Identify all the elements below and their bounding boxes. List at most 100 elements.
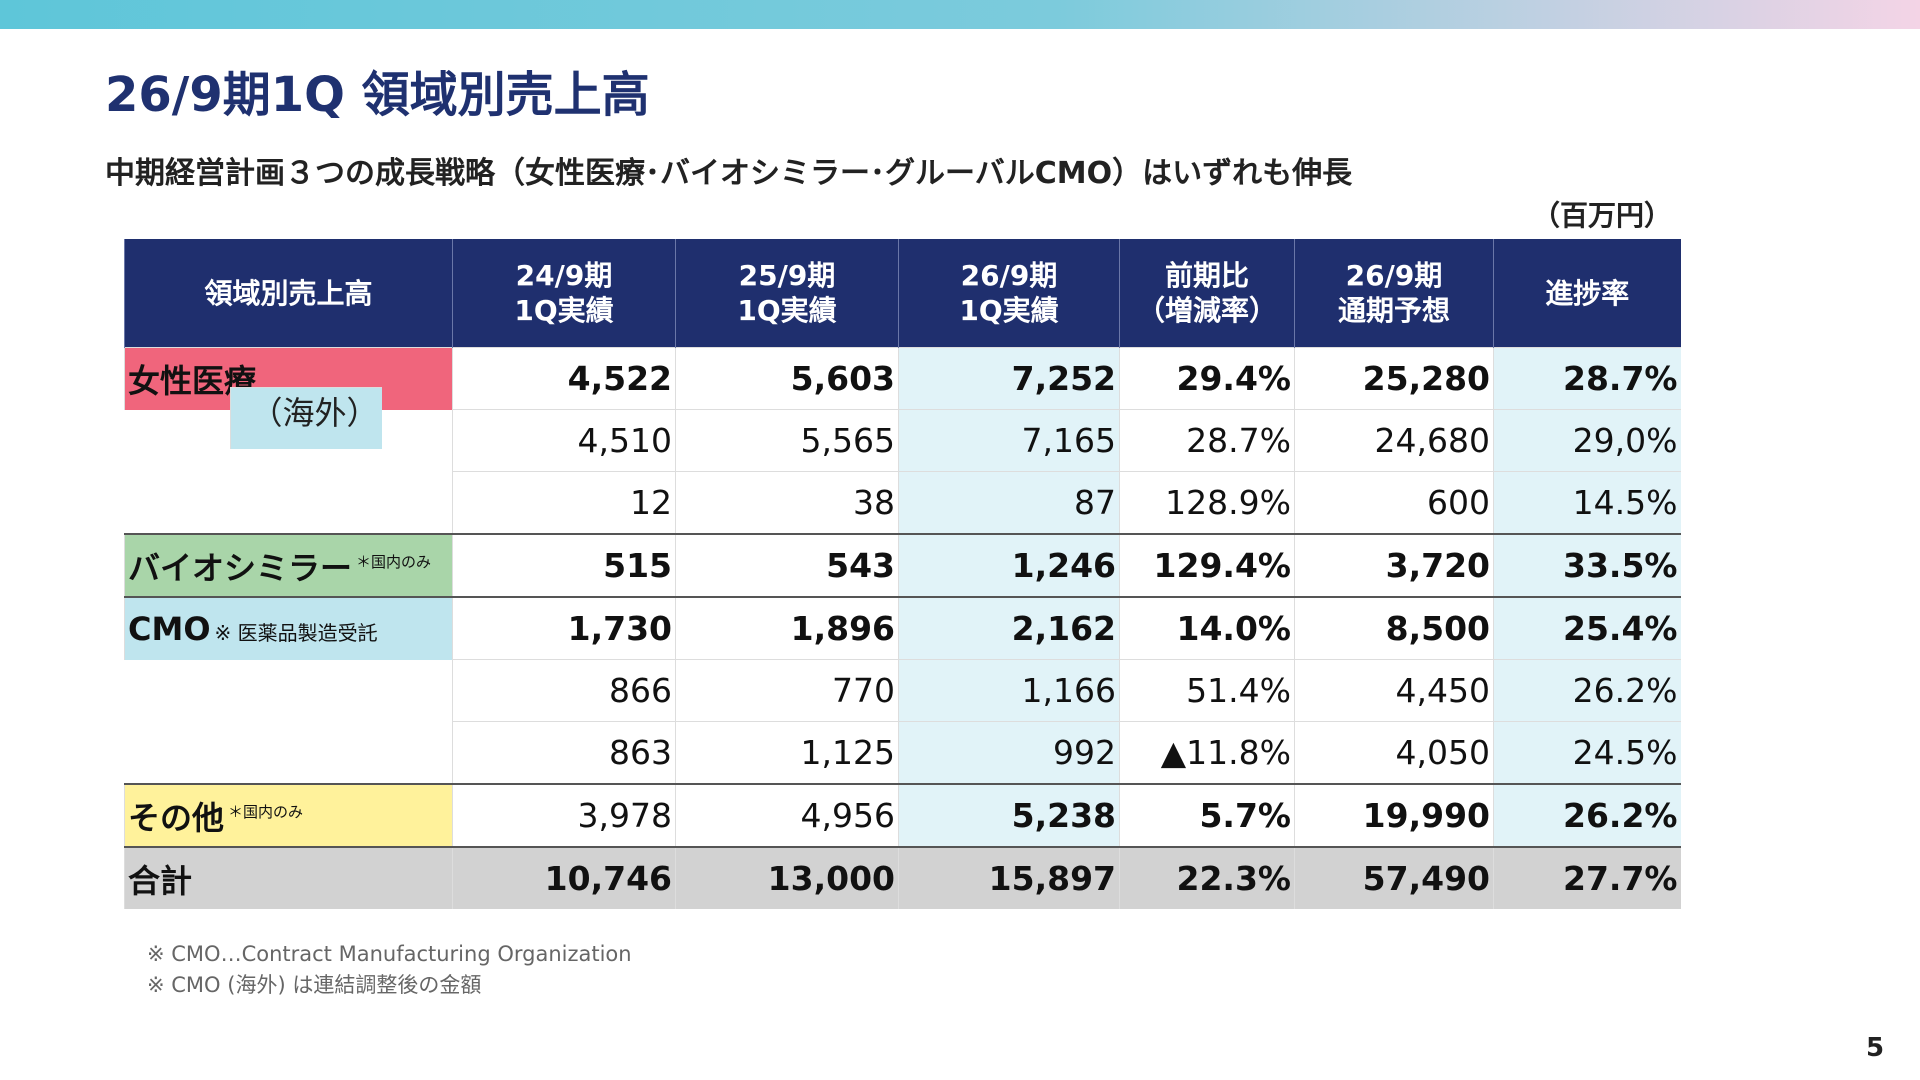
value-cell: 4,510 [452, 409, 676, 472]
value-cell: 600 [1294, 471, 1494, 534]
value-cell: 8,500 [1294, 596, 1494, 660]
value-cell: 28.7% [1119, 409, 1295, 472]
value-cell: 5,565 [675, 409, 899, 472]
value-cell: 24,680 [1294, 409, 1494, 472]
label-note: ＊国内のみ [228, 802, 304, 821]
header-line: 1Q実績 [514, 294, 614, 327]
header-line: 1Q実績 [737, 294, 837, 327]
value-cell: 3,720 [1294, 533, 1494, 597]
table-row: その他 ＊国内のみ 3,978 4,956 5,238 5.7% 19,990 26.2% [124, 783, 1681, 847]
header-line: 通期予想 [1337, 294, 1450, 327]
footnote: ※ CMO…Contract Manufacturing Organizatio… [147, 942, 632, 966]
value-cell: 25,280 [1294, 347, 1494, 410]
label-text: 合計 [128, 861, 193, 900]
value-cell: 866 [452, 659, 676, 722]
header-line: 26/9期 [1345, 259, 1443, 292]
column-header: 26/9期 1Q実績 [898, 239, 1120, 348]
value-cell: 770 [675, 659, 899, 722]
value-cell: 14.0% [1119, 596, 1295, 660]
header-line: 24/9期 [515, 259, 613, 292]
column-header: 25/9期 1Q実績 [675, 239, 899, 348]
table-row: 合計 10,746 13,000 15,897 22.3% 57,490 27.7% [124, 846, 1681, 909]
page-number: 5 [1866, 1033, 1885, 1063]
value-cell: 15,897 [898, 846, 1120, 909]
value-cell: 1,896 [675, 596, 899, 660]
value-cell: 29,0% [1493, 409, 1681, 472]
header-line: 進捗率 [1545, 276, 1630, 310]
value-cell: 14.5% [1493, 471, 1681, 534]
unit: （百万円） [1531, 199, 1672, 232]
sales-table: 領域別売上高 24/9期 1Q実績 25/9期 1Q実績 26/9期 1Q実績 前期比 （増減率… [124, 239, 1681, 909]
table-row: 女性医療 4,522 5,603 7,252 29.4% 25,280 28.7% [124, 347, 1681, 410]
header-line: 1Q実績 [959, 294, 1059, 327]
value-cell: 22.3% [1119, 846, 1295, 909]
value-cell: 33.5% [1493, 533, 1681, 597]
table-row: （海外） 863 1,125 992 ▲11.8% 4,050 24.5% [125, 387, 1681, 784]
value-cell: 4,522 [452, 347, 676, 410]
subtitle: 中期経営計画３つの成長戦略（女性医療･バイオシミラー･グルーバルCMO）はいずれ… [105, 156, 1353, 191]
value-cell: 1,166 [898, 659, 1120, 722]
value-cell: 87 [898, 471, 1120, 534]
top-bar [0, 0, 1920, 29]
value-cell: 3,978 [452, 783, 676, 847]
row-label: 合計 [124, 846, 453, 909]
value-cell: 13,000 [675, 846, 899, 909]
label-text: その他 [128, 798, 225, 837]
column-header: 24/9期 1Q実績 [452, 239, 676, 348]
value-cell: 863 [452, 721, 676, 784]
title: 26/9期1Q 領域別売上高 [105, 67, 650, 123]
value-cell: 24.5% [1493, 721, 1681, 784]
row-label: バイオシミラー ＊国内のみ [124, 533, 453, 597]
value-cell: 992 [898, 721, 1120, 784]
value-cell: 5,603 [675, 347, 899, 410]
label-note: ※ 医薬品製造受託 [214, 620, 378, 645]
value-cell: 19,990 [1294, 783, 1494, 847]
value-cell: 26.2% [1493, 783, 1681, 847]
value-cell: 4,450 [1294, 659, 1494, 722]
value-cell: 25.4% [1493, 596, 1681, 660]
header-line: 前期比 [1164, 259, 1249, 292]
value-cell: 1,125 [675, 721, 899, 784]
table-row: バイオシミラー ＊国内のみ 515 543 1,246 129.4% 3,720 33.5% [124, 533, 1681, 597]
column-header: 進捗率 [1493, 239, 1681, 348]
value-cell: 28.7% [1493, 347, 1681, 410]
row-label: CMO ※ 医薬品製造受託 [124, 596, 453, 660]
column-header: 領域別売上高 [124, 239, 453, 348]
value-cell: 1,730 [452, 596, 676, 660]
value-cell: 4,956 [675, 783, 899, 847]
row-label: その他 ＊国内のみ [124, 783, 453, 847]
label-note: ＊国内のみ [356, 552, 432, 571]
label-text: CMO [128, 609, 211, 648]
value-cell: 1,246 [898, 533, 1120, 597]
value-cell: 515 [452, 533, 676, 597]
value-cell: 51.4% [1119, 659, 1295, 722]
row-label: （海外） [229, 387, 382, 449]
value-cell: 5,238 [898, 783, 1120, 847]
label-text: （海外） [250, 394, 379, 432]
value-cell: 26.2% [1493, 659, 1681, 722]
value-cell: 4,050 [1294, 721, 1494, 784]
value-cell: 2,162 [898, 596, 1120, 660]
table-row: CMO ※ 医薬品製造受託 1,730 1,896 2,162 14.0% 8,500 25.… [124, 596, 1681, 660]
value-cell: 129.4% [1119, 533, 1295, 597]
header-line: （増減率） [1136, 294, 1277, 327]
value-cell: 38 [675, 471, 899, 534]
header-line: 領域別売上高 [204, 276, 373, 310]
value-cell: 12 [452, 471, 676, 534]
footnote: ※ CMO (海外) は連結調整後の金額 [147, 973, 482, 997]
value-cell: 7,252 [898, 347, 1120, 410]
value-cell: ▲11.8% [1119, 721, 1295, 784]
value-cell: 10,746 [452, 846, 676, 909]
value-cell: 128.9% [1119, 471, 1295, 534]
value-cell: 5.7% [1119, 783, 1295, 847]
value-cell: 7,165 [898, 409, 1120, 472]
header-line: 26/9期 [960, 259, 1058, 292]
value-cell: 29.4% [1119, 347, 1295, 410]
label-text: バイオシミラー [128, 548, 353, 587]
value-cell: 27.7% [1493, 846, 1681, 909]
header-line: 25/9期 [738, 259, 836, 292]
column-header: 前期比 （増減率） [1119, 239, 1295, 348]
value-cell: 57,490 [1294, 846, 1494, 909]
